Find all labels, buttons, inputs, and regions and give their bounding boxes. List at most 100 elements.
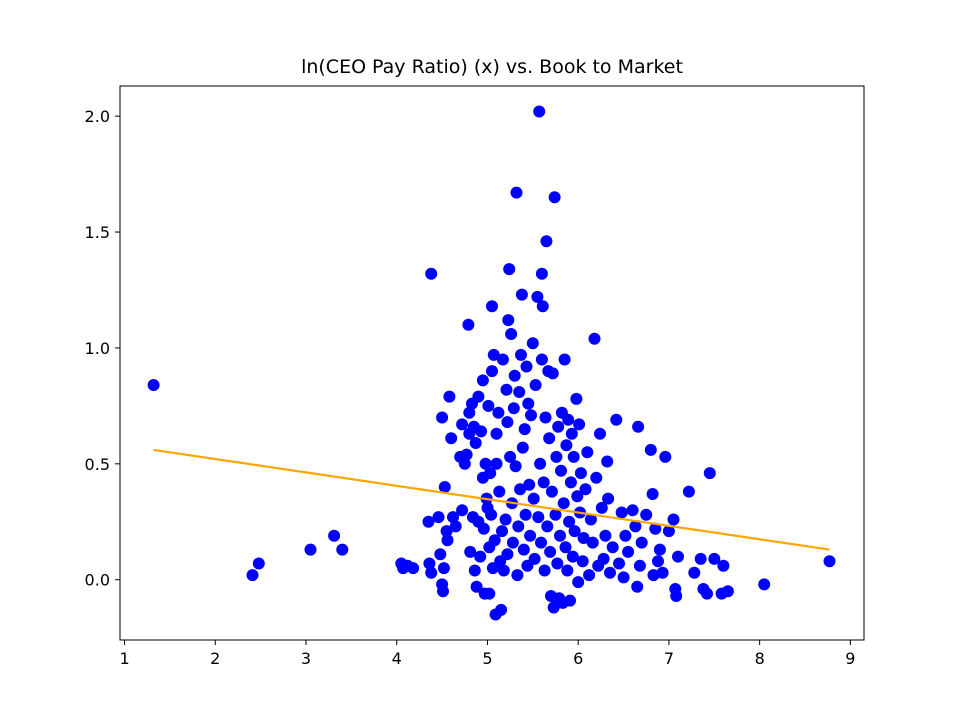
scatter-point [546, 367, 559, 380]
scatter-point [475, 425, 488, 438]
scatter-point [565, 427, 578, 440]
scatter-point [550, 450, 563, 463]
scatter-point [590, 471, 603, 484]
scatter-point [493, 485, 506, 498]
scatter-point [571, 490, 584, 503]
scatter-point [407, 562, 420, 575]
scatter-point [529, 379, 542, 391]
scatter-point [456, 418, 469, 431]
scatter-point [510, 186, 523, 199]
scatter-point [423, 557, 436, 570]
scatter-point [460, 448, 473, 461]
scatter-point [566, 550, 579, 563]
scatter-point [422, 515, 435, 528]
scatter-point [511, 569, 524, 582]
scatter-point [470, 580, 483, 593]
scatter-point [595, 501, 608, 514]
x-tick-label: 4 [392, 649, 402, 668]
scatter-point [483, 587, 496, 600]
scatter-point [535, 353, 548, 366]
scatter-point [701, 587, 713, 600]
scatter-point [626, 504, 639, 517]
scatter-point [670, 590, 683, 602]
scatter-point [631, 580, 644, 593]
x-tick-label: 8 [755, 649, 765, 668]
scatter-point [522, 397, 535, 410]
scatter-point [539, 411, 552, 424]
scatter-point [543, 432, 556, 445]
scatter-point [570, 392, 583, 405]
scatter-point [476, 374, 489, 387]
scatter-point [633, 559, 646, 572]
x-tick-label: 2 [210, 649, 220, 668]
scatter-point [572, 576, 585, 589]
scatter-point [449, 520, 462, 533]
scatter-point [524, 529, 537, 542]
scatter-point [447, 511, 459, 524]
regression-line [153, 448, 830, 551]
y-tick-label: 0.5 [85, 455, 110, 474]
scatter-point [656, 566, 669, 579]
chart-title: ln(CEO Pay Ratio) (x) vs. Book to Market [301, 56, 683, 78]
scatter-point [504, 450, 517, 463]
x-tick-label: 9 [845, 649, 855, 668]
y-tick-label: 1.0 [85, 339, 110, 358]
scatter-point [560, 439, 573, 452]
scatter-point [479, 457, 492, 470]
scatter-point [497, 564, 510, 577]
scatter-point [567, 450, 580, 463]
scatter-point [536, 300, 549, 313]
scatter-point [563, 515, 576, 528]
scatter-point [496, 525, 508, 538]
scatter-point [496, 353, 509, 366]
scatter-point [659, 450, 672, 463]
scatter-point [492, 406, 505, 419]
scatter-point [486, 300, 498, 313]
scatter-point [606, 541, 619, 554]
scatter-point [512, 520, 525, 533]
scatter-point [147, 379, 160, 391]
scatter-point [520, 360, 533, 373]
scatter-point [503, 263, 516, 276]
scatter-point [456, 504, 469, 517]
scatter-point [538, 564, 551, 577]
x-axis: 1 2 3 4 5 6 7 8 9 [119, 640, 855, 668]
scatter-point [581, 446, 594, 459]
points-layer [147, 105, 836, 621]
scatter-point [583, 569, 596, 582]
scatter-point [619, 529, 632, 542]
scatter-point [526, 337, 539, 350]
scatter-point [490, 457, 503, 470]
scatter-point [562, 413, 575, 426]
scatter-point [432, 511, 445, 524]
scatter-point [561, 564, 574, 577]
scatter-point [441, 534, 454, 547]
scatter-point [584, 513, 597, 526]
y-tick-label: 0.0 [85, 571, 110, 590]
scatter-point [464, 545, 477, 558]
x-tick-label: 6 [573, 649, 583, 668]
scatter-point [586, 536, 599, 549]
scatter-point [554, 529, 566, 542]
scatter-point [506, 536, 519, 549]
scatter-point [652, 555, 664, 568]
scatter-point [640, 508, 653, 521]
scatter-point [484, 467, 497, 480]
scatter-point [588, 332, 601, 345]
scatter-point [602, 492, 615, 505]
scatter-point [513, 386, 526, 398]
scatter-point [328, 529, 341, 542]
scatter-point [535, 267, 548, 280]
scatter-point [501, 416, 514, 429]
scatter-point [667, 513, 680, 526]
scatter-point [458, 457, 471, 470]
scatter-point [594, 427, 606, 440]
scatter-point [252, 557, 265, 570]
scatter-point [579, 483, 592, 496]
scatter-point [487, 348, 500, 361]
scatter-point [622, 545, 635, 558]
scatter-point [629, 520, 642, 533]
scatter-point [508, 369, 521, 382]
scatter-point [490, 427, 503, 440]
